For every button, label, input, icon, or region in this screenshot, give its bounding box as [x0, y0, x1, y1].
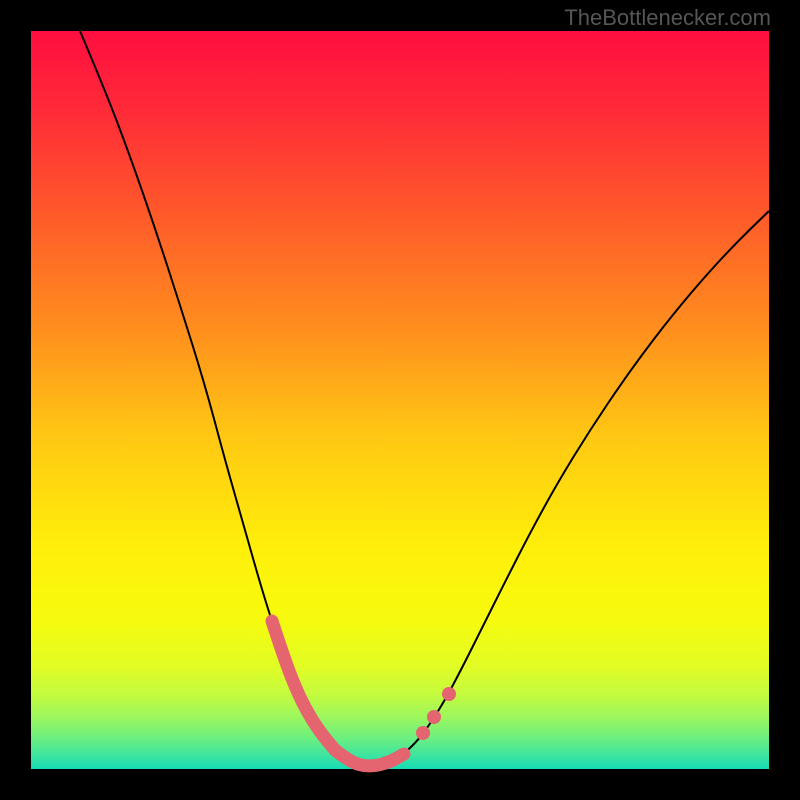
chart-frame: TheBottlenecker.com: [0, 0, 800, 800]
watermark-text: TheBottlenecker.com: [564, 5, 771, 31]
plot-area: [31, 31, 769, 769]
